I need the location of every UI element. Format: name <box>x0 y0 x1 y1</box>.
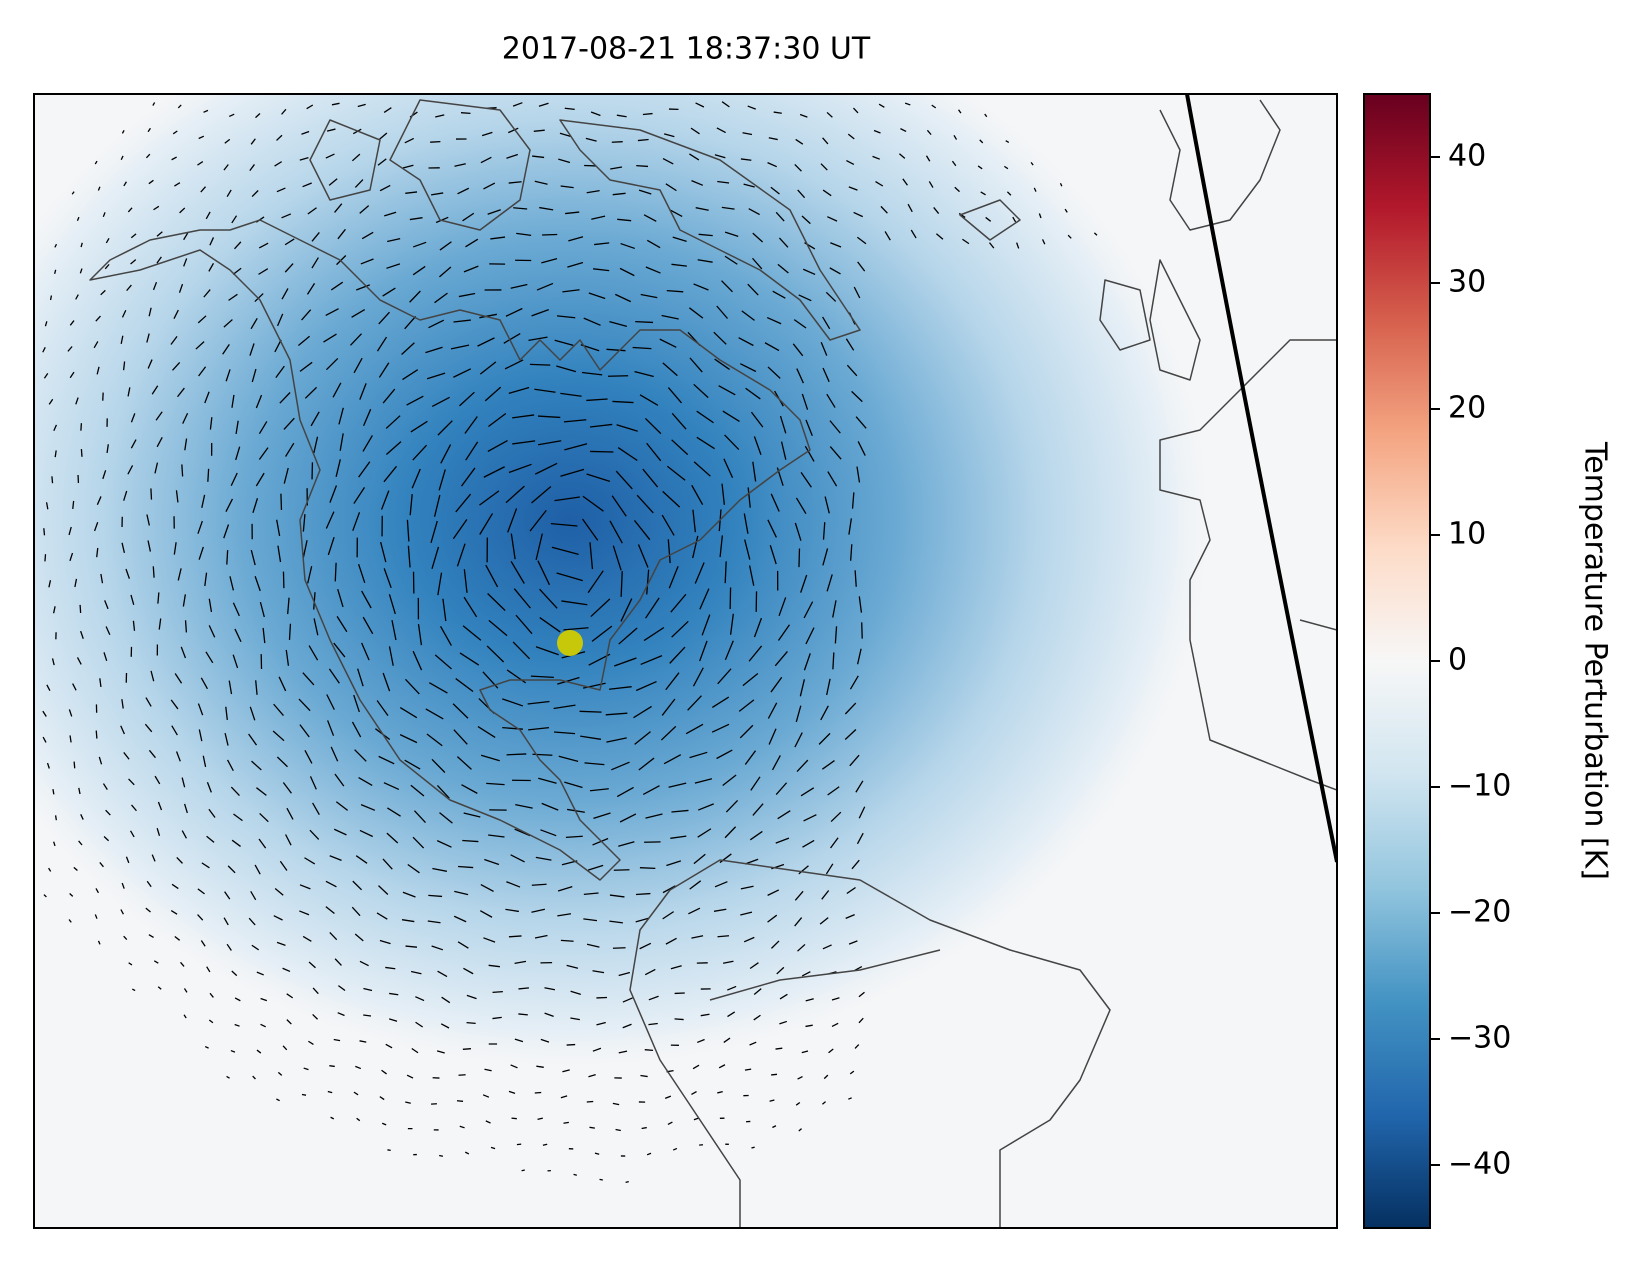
wind-tick <box>775 1048 782 1049</box>
wind-tick <box>564 1122 569 1123</box>
wind-tick <box>467 1023 476 1024</box>
wind-tick <box>580 711 602 712</box>
wind-tick <box>45 554 46 561</box>
wind-tick <box>542 234 557 235</box>
wind-tick <box>608 376 628 377</box>
wind-tick <box>642 1128 647 1129</box>
wind-tick <box>518 1014 527 1015</box>
wind-tick <box>636 166 648 167</box>
wind-tick <box>614 870 630 871</box>
wind-tick <box>799 549 800 568</box>
colorbar-tick-label: −40 <box>1448 1147 1511 1182</box>
wind-tick <box>153 566 154 577</box>
wind-tick <box>227 550 228 564</box>
wind-tick <box>522 1170 525 1171</box>
wind-tick <box>612 142 623 143</box>
wind-tick <box>675 1019 684 1020</box>
wind-tick <box>52 476 53 483</box>
totality-point <box>557 630 583 656</box>
wind-tick <box>44 528 45 535</box>
wind-tick <box>182 464 183 476</box>
wind-tick <box>53 789 54 794</box>
wind-tick <box>463 1049 471 1050</box>
wind-tick <box>626 1182 629 1183</box>
wind-tick <box>461 113 471 114</box>
wind-tick <box>151 488 152 499</box>
wind-tick <box>387 1150 390 1151</box>
wind-tick <box>186 620 187 632</box>
colorbar-tick-label: 10 <box>1448 517 1486 552</box>
wind-tick <box>590 1127 595 1128</box>
wind-tick <box>530 364 550 365</box>
wind-tick <box>862 622 863 638</box>
wind-tick <box>335 563 336 582</box>
colorbar-tick-label: −30 <box>1448 1021 1511 1056</box>
map <box>0 0 1337 1228</box>
wind-tick <box>512 1118 517 1119</box>
wind-tick <box>208 469 209 482</box>
wind-tick <box>561 940 574 941</box>
wind-tick <box>535 1092 541 1093</box>
title: 2017-08-21 18:37:30 UT <box>502 32 871 67</box>
wind-tick <box>81 423 82 430</box>
wind-tick <box>281 494 282 510</box>
wind-tick <box>590 451 613 452</box>
wind-tick <box>329 1066 334 1067</box>
wind-tick <box>574 1174 577 1175</box>
wind-tick <box>73 501 74 509</box>
colorbar <box>1364 94 1430 1228</box>
wind-tick <box>509 936 522 937</box>
wind-tick <box>833 652 834 669</box>
wind-tick <box>493 992 503 993</box>
wind-tick <box>80 605 81 613</box>
wind-tick <box>600 1179 603 1180</box>
wind-tick <box>439 1156 443 1157</box>
colorbar-tick-label: 30 <box>1448 265 1486 300</box>
wind-tick <box>74 762 75 769</box>
wind-tick <box>302 1095 306 1096</box>
wind-tick <box>751 1147 754 1148</box>
colorbar-tick-label: −10 <box>1448 769 1511 804</box>
wind-tick <box>56 815 57 820</box>
wind-tick <box>507 754 527 755</box>
wind-tick <box>771 1074 777 1075</box>
wind-tick <box>645 1050 653 1051</box>
wind-tick <box>635 322 653 323</box>
wind-tick <box>640 868 655 869</box>
colorbar-label: Temperature Perturbation [K] <box>1578 441 1613 880</box>
colorbar-tick-label: 40 <box>1448 139 1486 174</box>
wind-tick <box>457 1101 463 1102</box>
colorbar-tick-label: 0 <box>1448 643 1467 678</box>
wind-tick <box>430 142 440 143</box>
wind-tick <box>81 449 82 457</box>
wind-tick <box>51 296 52 301</box>
wind-tick <box>96 731 97 739</box>
colorbar-tick-label: −20 <box>1448 895 1511 930</box>
colorbar-tick-label: 20 <box>1448 391 1486 426</box>
